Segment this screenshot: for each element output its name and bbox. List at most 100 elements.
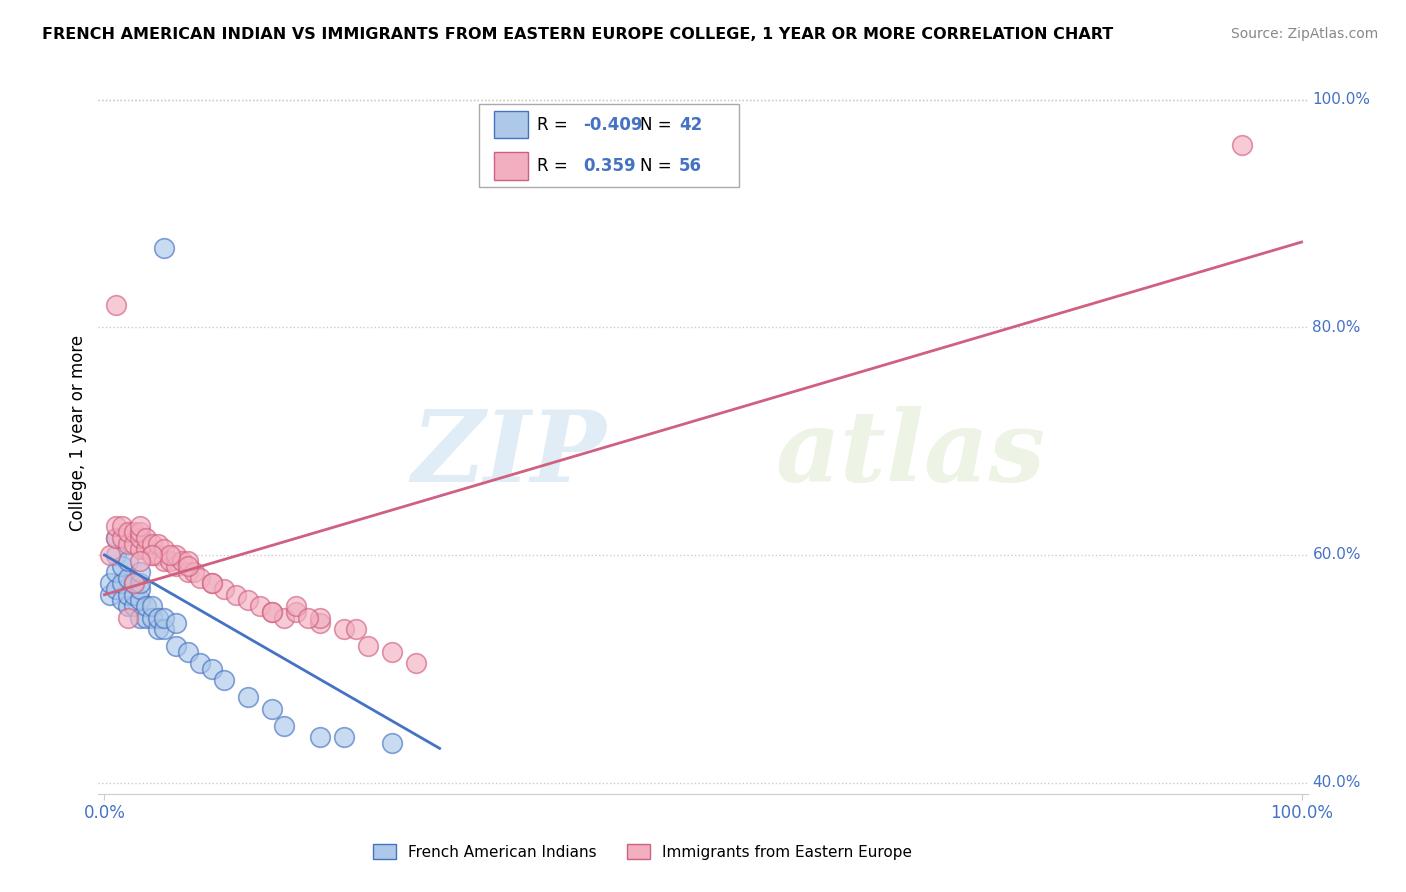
Point bbox=[141, 536, 163, 550]
Point bbox=[141, 599, 163, 614]
Point bbox=[117, 599, 139, 614]
Point bbox=[100, 576, 122, 591]
Point bbox=[177, 554, 200, 568]
Point bbox=[105, 582, 128, 596]
Text: atlas: atlas bbox=[776, 406, 1046, 502]
Point bbox=[212, 582, 235, 596]
Point bbox=[309, 610, 332, 624]
Point bbox=[159, 548, 181, 562]
Point bbox=[381, 645, 404, 659]
Point bbox=[260, 605, 283, 619]
Text: 80.0%: 80.0% bbox=[1312, 320, 1361, 334]
Point bbox=[153, 241, 176, 255]
Point bbox=[124, 525, 146, 540]
Point bbox=[165, 616, 187, 631]
Point bbox=[129, 565, 152, 579]
Point bbox=[260, 605, 283, 619]
Point bbox=[111, 519, 134, 533]
FancyBboxPatch shape bbox=[494, 153, 527, 180]
Point bbox=[129, 542, 152, 557]
Point bbox=[124, 599, 146, 614]
Text: 60.0%: 60.0% bbox=[1312, 548, 1361, 563]
Text: FRENCH AMERICAN INDIAN VS IMMIGRANTS FROM EASTERN EUROPE COLLEGE, 1 YEAR OR MORE: FRENCH AMERICAN INDIAN VS IMMIGRANTS FRO… bbox=[42, 27, 1114, 42]
FancyBboxPatch shape bbox=[494, 111, 527, 138]
Point bbox=[333, 622, 356, 636]
Point bbox=[177, 559, 200, 574]
Legend: French American Indians, Immigrants from Eastern Europe: French American Indians, Immigrants from… bbox=[367, 838, 918, 866]
Point bbox=[135, 542, 157, 557]
Point bbox=[177, 565, 200, 579]
Point bbox=[148, 610, 170, 624]
Point bbox=[183, 565, 205, 579]
Point bbox=[159, 554, 181, 568]
Point bbox=[153, 554, 176, 568]
Point bbox=[100, 548, 122, 562]
Point bbox=[105, 531, 128, 545]
Point bbox=[141, 548, 163, 562]
Point bbox=[100, 588, 122, 602]
Point bbox=[172, 554, 194, 568]
Point bbox=[333, 730, 356, 744]
Point bbox=[111, 559, 134, 574]
Point bbox=[129, 593, 152, 607]
Point bbox=[344, 622, 367, 636]
Point bbox=[165, 559, 187, 574]
Point bbox=[284, 605, 307, 619]
Point bbox=[225, 588, 247, 602]
Point bbox=[129, 519, 152, 533]
Point bbox=[129, 525, 152, 540]
Text: ZIP: ZIP bbox=[412, 406, 606, 502]
Text: N =: N = bbox=[640, 157, 678, 175]
Point bbox=[117, 525, 139, 540]
Point bbox=[309, 730, 332, 744]
Point bbox=[357, 639, 380, 653]
Point bbox=[135, 531, 157, 545]
Point bbox=[148, 548, 170, 562]
Point bbox=[129, 582, 152, 596]
Point bbox=[117, 536, 139, 550]
Point bbox=[260, 701, 283, 715]
Point bbox=[212, 673, 235, 687]
Point bbox=[124, 576, 146, 591]
Point bbox=[117, 588, 139, 602]
Point bbox=[124, 536, 146, 550]
Y-axis label: College, 1 year or more: College, 1 year or more bbox=[69, 334, 87, 531]
Text: R =: R = bbox=[537, 157, 574, 175]
Point bbox=[105, 297, 128, 311]
FancyBboxPatch shape bbox=[479, 103, 740, 187]
Point bbox=[165, 548, 187, 562]
Point bbox=[129, 610, 152, 624]
Point bbox=[1230, 138, 1253, 153]
Point bbox=[201, 576, 224, 591]
Point bbox=[141, 548, 163, 562]
Point bbox=[153, 610, 176, 624]
Point bbox=[236, 690, 259, 705]
Point bbox=[111, 593, 134, 607]
Point bbox=[129, 576, 152, 591]
Text: -0.409: -0.409 bbox=[583, 116, 643, 134]
Text: 0.359: 0.359 bbox=[583, 157, 636, 175]
Point bbox=[249, 599, 271, 614]
Point bbox=[141, 610, 163, 624]
Point bbox=[201, 662, 224, 676]
Point bbox=[381, 736, 404, 750]
Point bbox=[117, 571, 139, 585]
Text: 40.0%: 40.0% bbox=[1312, 775, 1361, 790]
Point bbox=[273, 610, 295, 624]
Point bbox=[117, 610, 139, 624]
Text: 100.0%: 100.0% bbox=[1312, 92, 1371, 107]
Point bbox=[188, 571, 211, 585]
Point bbox=[105, 519, 128, 533]
Point bbox=[236, 593, 259, 607]
Point bbox=[129, 531, 152, 545]
Point bbox=[105, 548, 128, 562]
Point bbox=[405, 656, 427, 670]
Point bbox=[148, 622, 170, 636]
Point bbox=[111, 576, 134, 591]
Point bbox=[165, 639, 187, 653]
Text: 42: 42 bbox=[679, 116, 702, 134]
Point bbox=[117, 554, 139, 568]
Point bbox=[297, 610, 319, 624]
Point bbox=[124, 588, 146, 602]
Point bbox=[148, 536, 170, 550]
